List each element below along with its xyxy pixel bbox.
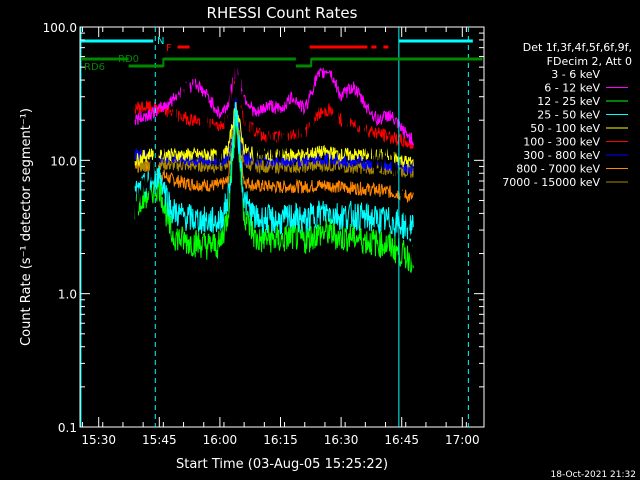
x-axis-label: Start Time (03-Aug-05 15:25:22) <box>176 457 388 472</box>
x-tick-label: 15:30 <box>81 433 116 447</box>
series-line-2 <box>134 110 414 274</box>
y-tick-label: 10.0 <box>50 154 77 168</box>
legend-label: 100 - 300 keV <box>523 136 600 149</box>
y-tick-label: 100.0 <box>43 21 77 35</box>
overlay-layer: NF RD0 RD6 <box>80 27 483 427</box>
legend-label: 6 - 12 keV <box>544 82 600 95</box>
x-tick-label: 16:30 <box>324 433 359 447</box>
axis-layer: 0.1 1.0 10.0 100.0 15:30 15:45 16:00 16:15 16:30… <box>43 21 484 447</box>
x-tick-label: 16:15 <box>263 433 298 447</box>
series-line-0 <box>134 53 414 266</box>
x-tick-label: 16:00 <box>203 433 238 447</box>
annotation-label-rd6: RD6 <box>84 62 105 73</box>
x-tick-label: 15:45 <box>142 433 177 447</box>
y-tick-label: 0.1 <box>58 421 77 435</box>
legend-label: 25 - 50 keV <box>537 109 600 122</box>
annotation-label-f: F <box>166 43 172 54</box>
legend-header-line: Det 1f,3f,4f,5f,6f,9f, <box>523 41 632 54</box>
legend-label: 7000 - 15000 keV <box>502 176 600 189</box>
legend-label: 300 - 800 keV <box>523 149 600 162</box>
timestamp: 18-Oct-2021 21:32 <box>551 470 636 480</box>
chart-title: RHESSI Count Rates <box>207 4 358 22</box>
legend-label: 3 - 6 keV <box>551 68 600 81</box>
y-axis-label: Count Rate (s⁻¹ detector segment⁻¹) <box>19 108 34 346</box>
x-tick-label: 16:45 <box>384 433 419 447</box>
y-tick-label: 1.0 <box>58 288 77 302</box>
annotation-label-n: N <box>157 36 164 47</box>
series-line-7 <box>134 115 414 203</box>
x-tick-label: 17:00 <box>445 433 480 447</box>
legend-label: 50 - 100 keV <box>530 122 600 135</box>
legend-header-line: FDecim 2, Att 0 <box>547 55 632 68</box>
legend-label: 800 - 7000 keV <box>516 163 600 176</box>
plot-frame <box>79 26 485 428</box>
legend: Det 1f,3f,4f,5f,6f,9f,FDecim 2, Att 03 -… <box>502 41 632 189</box>
series-line-3 <box>134 102 414 242</box>
legend-label: 12 - 25 keV <box>537 95 600 108</box>
annotation-label-rd0: RD0 <box>118 54 139 65</box>
series-layer <box>134 53 414 274</box>
